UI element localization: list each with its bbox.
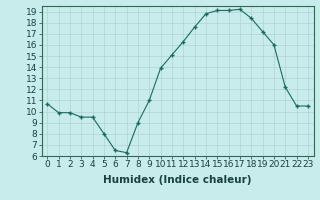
X-axis label: Humidex (Indice chaleur): Humidex (Indice chaleur) bbox=[103, 175, 252, 185]
